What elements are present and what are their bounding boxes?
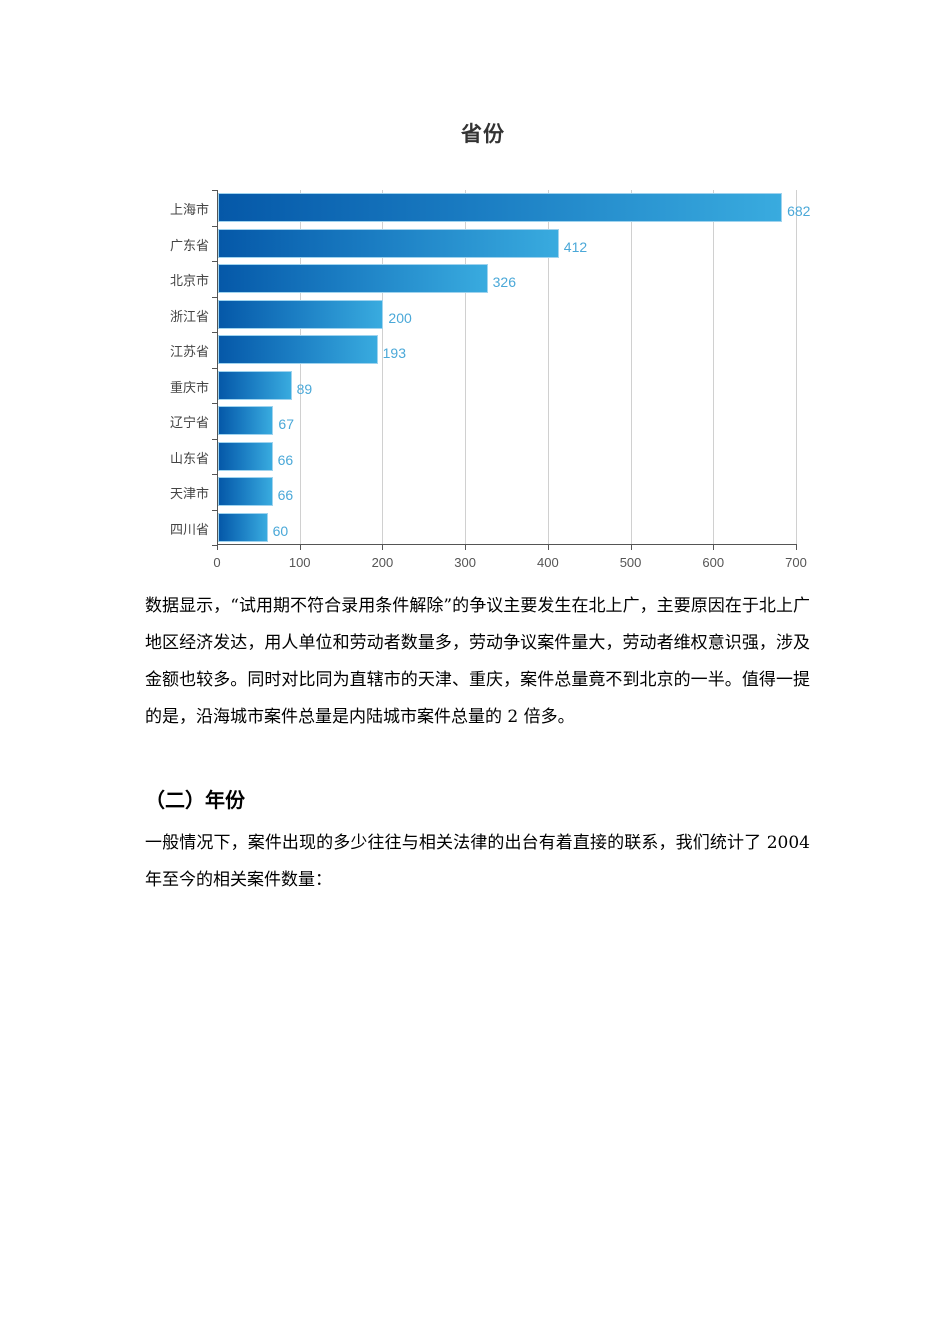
bar-value-label: 60 [272,522,289,539]
category-label: 重庆市 [169,380,209,396]
gridline [382,190,384,545]
x-tick-label: 700 [785,555,807,570]
x-tick-label: 500 [619,555,642,570]
y-tick [212,296,217,298]
bar-value-label: 89 [296,380,313,397]
x-axis [217,544,797,545]
y-tick [212,438,217,440]
x-tick [217,544,218,550]
x-tick [382,544,384,550]
x-tick [465,544,467,550]
bar-value-label: 412 [563,238,588,255]
x-tick [299,544,301,550]
bar-value-label: 66 [277,451,294,468]
bar [218,335,378,364]
y-tick [212,403,217,404]
y-tick [212,509,217,511]
y-tick [212,261,217,262]
bar [218,264,488,293]
bar [218,406,274,435]
bar-value-label: 326 [492,274,516,290]
x-tick [796,544,797,550]
gridline [796,190,797,545]
category-label: 辽宁省 [169,416,209,431]
y-tick [212,474,217,475]
x-tick-label: 300 [454,555,476,570]
gridline [465,190,467,545]
bar [218,299,384,329]
bar-value-label: 193 [382,345,406,361]
y-axis [217,190,218,545]
category-label: 北京市 [169,274,209,289]
bar [218,512,268,542]
intro-paragraph: 一般情况下，案件出现的多少往往与相关法律的出台有着直接的联系，我们统计了 200… [145,833,810,890]
y-tick [212,190,217,191]
category-label: 山东省 [169,451,209,467]
x-tick-label: 200 [371,555,394,570]
gridline [299,190,301,545]
bar [218,228,559,258]
gridline [630,190,632,545]
x-tick-label: 400 [536,555,559,570]
x-tick [713,544,715,550]
chart-title: 省份 [461,122,505,146]
bar [218,477,273,506]
x-tick [630,544,632,550]
y-tick [212,545,217,546]
analysis-paragraph: 数据显示，“试用期不符合录用条件解除”的争议主要发生在北上广，主要原因在于北上广… [145,596,810,727]
y-tick [212,225,217,227]
category-label: 广东省 [169,238,209,254]
gridline [713,190,715,545]
x-tick-label: 600 [702,555,725,570]
bar-value-label: 200 [388,309,412,326]
bar-value-label: 682 [787,203,811,219]
category-label: 浙江省 [169,309,209,325]
bar [218,370,292,400]
bar [218,193,783,222]
bar-value-label: 67 [278,416,294,432]
category-label: 四川省 [169,522,209,538]
category-label: 天津市 [169,487,209,502]
y-tick [212,332,217,333]
category-label: 上海市 [169,203,209,218]
x-tick-label: 100 [288,555,311,570]
x-tick [547,544,549,550]
gridline [547,190,549,545]
x-tick-label: 0 [213,555,221,570]
category-label: 江苏省 [169,345,209,360]
y-tick [212,367,217,369]
section-heading: （二）年份 [145,788,245,812]
bar-chart: 0 100 200 300 400 500 600 700 682 上海市 412 广东省 326 北京市… [170,190,810,570]
bar-value-label: 66 [277,487,294,503]
bar [218,441,273,471]
